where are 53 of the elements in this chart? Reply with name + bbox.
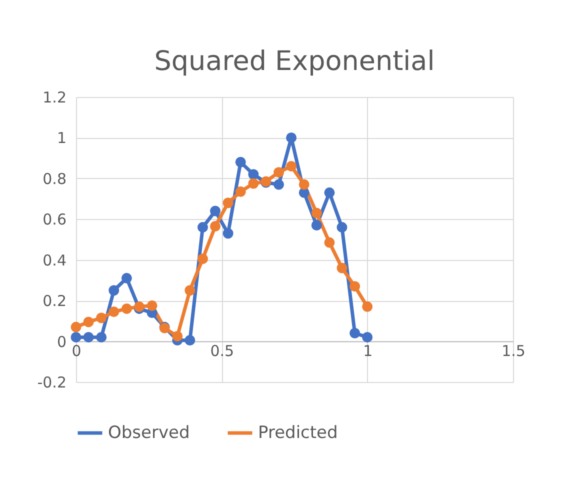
point — [235, 186, 246, 197]
point — [83, 316, 94, 328]
point — [184, 285, 196, 296]
point — [336, 222, 348, 233]
point — [274, 179, 284, 190]
point — [248, 169, 259, 180]
point — [350, 328, 360, 338]
point — [286, 132, 297, 143]
x-tick-label: 1.5 — [502, 342, 526, 360]
point — [350, 281, 360, 292]
y-tick-label: 0.2 — [42, 292, 66, 310]
point — [197, 254, 208, 264]
legend-label: Observed — [108, 423, 190, 443]
point — [298, 179, 310, 190]
y-tick-label: -0.2 — [37, 374, 66, 392]
point — [324, 237, 335, 248]
x-tick-label: 0.5 — [210, 342, 234, 360]
x-tick-label: 1 — [363, 342, 373, 360]
y-tick-label: 0.8 — [42, 170, 66, 188]
point — [274, 167, 284, 178]
legend-label: Predicted — [258, 423, 338, 443]
y-tick-label: 1 — [56, 129, 66, 148]
point — [121, 303, 132, 314]
y-tick-label: 0.6 — [42, 210, 66, 229]
point — [121, 272, 132, 284]
point — [197, 222, 208, 233]
point — [96, 312, 107, 324]
point — [362, 332, 373, 342]
point — [70, 322, 82, 332]
point — [362, 301, 373, 312]
point — [210, 221, 220, 232]
point — [96, 332, 107, 342]
point — [172, 330, 183, 342]
point — [311, 208, 322, 218]
point — [210, 206, 220, 216]
point — [83, 332, 94, 342]
point — [336, 262, 348, 274]
point — [108, 306, 120, 317]
point — [184, 335, 196, 346]
point — [324, 187, 335, 198]
point — [108, 285, 120, 296]
x-tick-label: 0 — [72, 342, 82, 360]
point — [248, 178, 259, 189]
point — [235, 156, 246, 168]
y-tick-label: 1.2 — [42, 88, 66, 106]
point — [222, 228, 234, 239]
point — [286, 160, 297, 172]
point — [146, 300, 158, 311]
point — [70, 332, 82, 342]
point — [222, 198, 234, 208]
chart-title: Squared Exponential — [154, 46, 435, 77]
y-tick-label: 0.4 — [42, 251, 66, 270]
point — [311, 220, 322, 230]
